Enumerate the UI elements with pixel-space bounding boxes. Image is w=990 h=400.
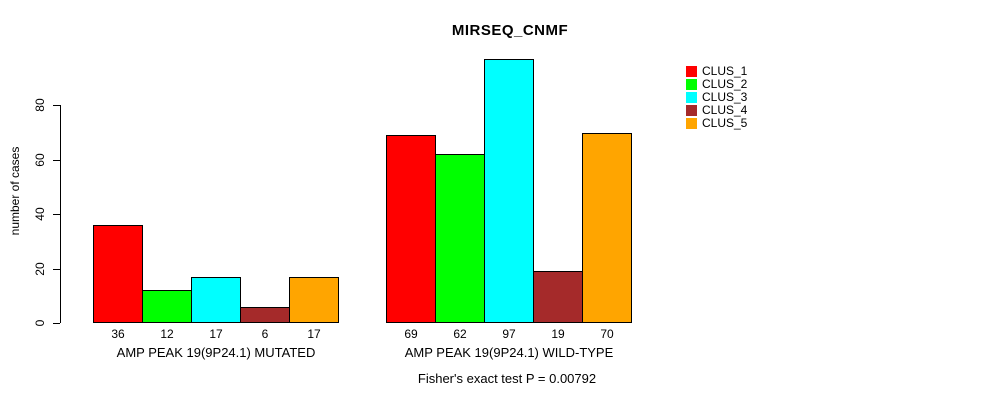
- y-tick-label: 60: [33, 153, 47, 167]
- bar-value-label: 12: [160, 327, 174, 341]
- legend-label: CLUS_5: [702, 116, 748, 130]
- y-axis-title: number of cases: [8, 146, 22, 236]
- y-tick-label: 20: [33, 262, 47, 276]
- legend: CLUS_1 CLUS_2 CLUS_3 CLUS_4 CLUS_5: [686, 65, 747, 130]
- y-tick-mark: [53, 105, 60, 106]
- legend-item-clus_2: CLUS_2: [686, 78, 747, 91]
- bar-clus_4-wild-type: [533, 271, 583, 323]
- legend-swatch-icon: [686, 92, 697, 103]
- bar-value-label: 17: [209, 327, 223, 341]
- chart-title: MIRSEQ_CNMF: [451, 22, 569, 39]
- y-tick-mark: [53, 160, 60, 161]
- x-group-label: AMP PEAK 19(9P24.1) MUTATED: [116, 345, 316, 360]
- legend-item-clus_4: CLUS_4: [686, 104, 747, 117]
- bar-value-label: 97: [502, 327, 516, 341]
- bar-clus_2-mutated: [142, 290, 192, 323]
- bar-value-label: 17: [307, 327, 321, 341]
- bar-clus_1-mutated: [93, 225, 143, 323]
- bar-value-label: 62: [453, 327, 467, 341]
- bar-value-label: 19: [551, 327, 565, 341]
- bar-clus_5-mutated: [289, 277, 339, 323]
- legend-item-clus_1: CLUS_1: [686, 65, 747, 78]
- bar-value-label: 69: [404, 327, 418, 341]
- bar-value-label: 6: [261, 327, 269, 341]
- legend-swatch-icon: [686, 79, 697, 90]
- bar-clus_3-mutated: [191, 277, 241, 323]
- y-axis-line: [60, 105, 61, 323]
- bar-clus_1-wild-type: [386, 135, 436, 323]
- legend-label: CLUS_3: [702, 90, 748, 104]
- legend-swatch-icon: [686, 105, 697, 116]
- y-tick-label: 0: [33, 319, 47, 327]
- bar-clus_3-wild-type: [484, 59, 534, 323]
- y-tick-mark: [53, 214, 60, 215]
- bar-clus_2-wild-type: [435, 154, 485, 323]
- y-tick-label: 40: [33, 207, 47, 221]
- bar-clus_4-mutated: [240, 307, 290, 323]
- y-tick-mark: [53, 323, 60, 324]
- legend-item-clus_5: CLUS_5: [686, 117, 747, 130]
- legend-label: CLUS_1: [702, 64, 748, 78]
- bar-value-label: 36: [111, 327, 125, 341]
- bar-value-label: 70: [600, 327, 614, 341]
- fisher-test-caption: Fisher's exact test P = 0.00792: [417, 371, 597, 386]
- x-group-label: AMP PEAK 19(9P24.1) WILD-TYPE: [404, 345, 614, 360]
- y-tick-label: 80: [33, 98, 47, 112]
- legend-swatch-icon: [686, 66, 697, 77]
- legend-label: CLUS_4: [702, 103, 748, 117]
- legend-label: CLUS_2: [702, 77, 748, 91]
- legend-swatch-icon: [686, 118, 697, 129]
- bar-clus_5-wild-type: [582, 133, 632, 323]
- y-tick-mark: [53, 269, 60, 270]
- legend-item-clus_3: CLUS_3: [686, 91, 747, 104]
